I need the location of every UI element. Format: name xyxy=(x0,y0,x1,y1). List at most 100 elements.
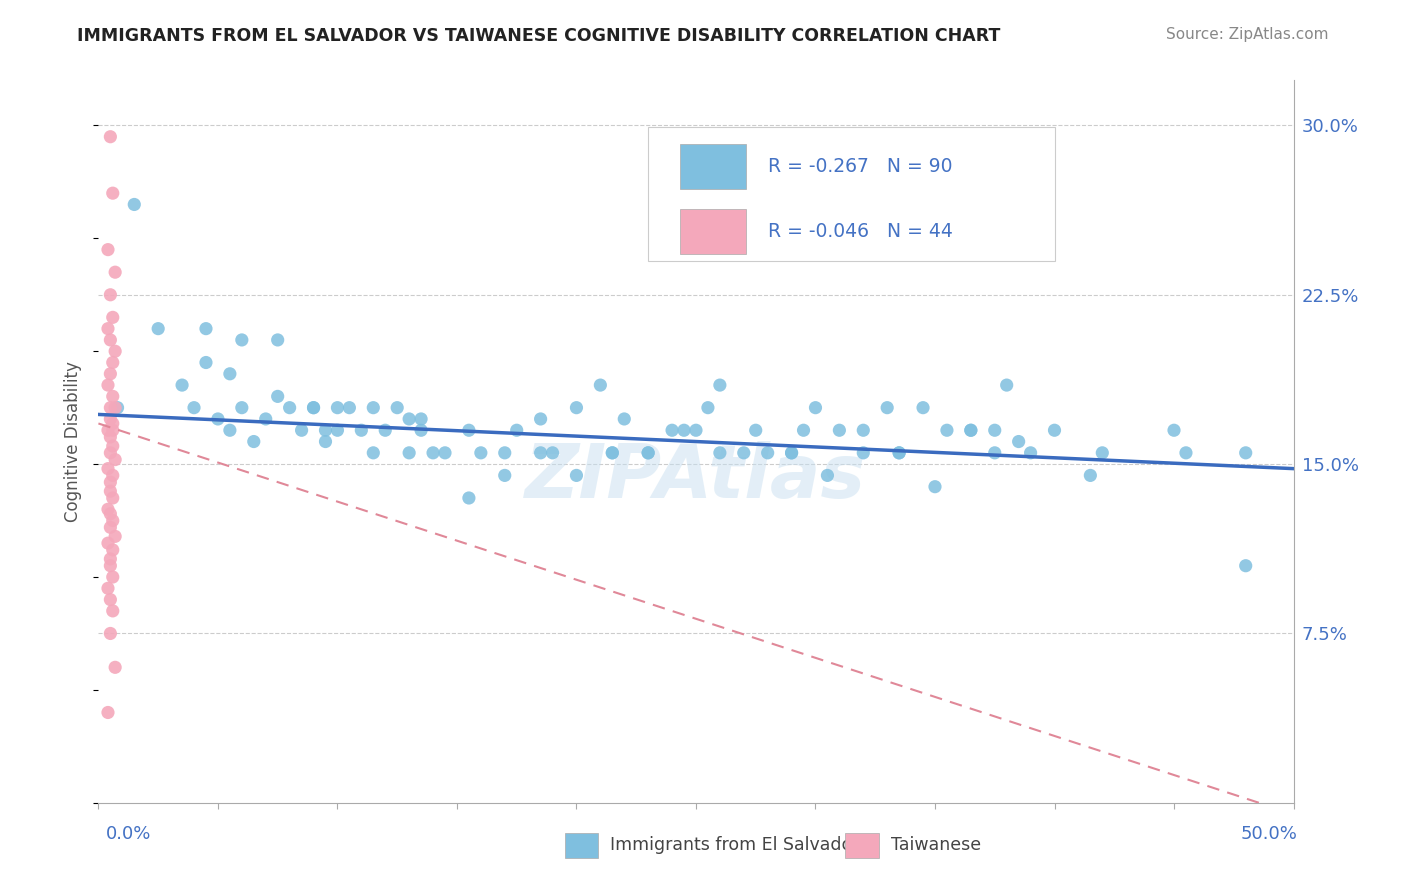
Point xyxy=(101,439,124,453)
Point xyxy=(315,434,337,449)
Point xyxy=(530,412,553,426)
Point xyxy=(219,367,242,381)
Point xyxy=(101,389,124,403)
Point xyxy=(101,468,124,483)
Point xyxy=(398,412,420,426)
Text: Immigrants from El Salvador: Immigrants from El Salvador xyxy=(610,837,859,855)
Point xyxy=(815,468,838,483)
Point xyxy=(231,333,253,347)
Point xyxy=(97,461,120,475)
Point xyxy=(98,558,122,573)
Point xyxy=(98,507,122,521)
Point xyxy=(98,592,122,607)
Point xyxy=(101,542,124,557)
Point xyxy=(98,367,122,381)
Point xyxy=(98,484,122,499)
Point xyxy=(1019,446,1042,460)
Point xyxy=(302,401,325,415)
Point xyxy=(889,446,911,460)
Point xyxy=(104,529,127,543)
Point xyxy=(494,468,516,483)
Point xyxy=(673,423,696,437)
FancyBboxPatch shape xyxy=(681,144,747,188)
Point xyxy=(530,446,553,460)
Point xyxy=(302,401,325,415)
Point xyxy=(995,378,1018,392)
Point xyxy=(936,423,959,437)
Point xyxy=(97,706,120,720)
Point xyxy=(733,446,755,460)
Point xyxy=(804,401,827,415)
Point xyxy=(97,423,120,437)
Point xyxy=(1234,558,1257,573)
Point xyxy=(363,401,385,415)
Point xyxy=(231,401,253,415)
Text: IMMIGRANTS FROM EL SALVADOR VS TAIWANESE COGNITIVE DISABILITY CORRELATION CHART: IMMIGRANTS FROM EL SALVADOR VS TAIWANESE… xyxy=(77,27,1001,45)
Point xyxy=(101,570,124,584)
Point xyxy=(458,491,481,505)
Point xyxy=(984,423,1007,437)
FancyBboxPatch shape xyxy=(565,833,598,858)
Point xyxy=(104,344,127,359)
Text: 0.0%: 0.0% xyxy=(105,825,150,843)
Point xyxy=(98,520,122,534)
Point xyxy=(494,446,516,460)
Point xyxy=(756,446,779,460)
Point xyxy=(101,310,124,325)
Point xyxy=(98,412,122,426)
Point xyxy=(124,197,146,211)
Point xyxy=(104,452,127,467)
Point xyxy=(326,401,349,415)
Point xyxy=(661,423,683,437)
Point xyxy=(183,401,205,415)
Point xyxy=(97,502,120,516)
Point xyxy=(148,321,170,335)
Point xyxy=(602,446,624,460)
Point xyxy=(267,333,290,347)
Point xyxy=(745,423,768,437)
Point xyxy=(685,423,707,437)
Point xyxy=(98,430,122,444)
Point xyxy=(984,446,1007,460)
Point xyxy=(98,475,122,490)
Point xyxy=(924,480,946,494)
Point xyxy=(97,321,120,335)
FancyBboxPatch shape xyxy=(681,209,747,253)
Point xyxy=(709,378,731,392)
Point xyxy=(889,446,911,460)
Point xyxy=(1080,468,1102,483)
Point xyxy=(876,401,898,415)
Point xyxy=(385,401,409,415)
Point xyxy=(97,536,120,550)
Point xyxy=(374,423,396,437)
Point xyxy=(506,423,529,437)
Point xyxy=(97,243,120,257)
Point xyxy=(780,446,803,460)
Text: ZIPAtlas: ZIPAtlas xyxy=(526,442,866,514)
Point xyxy=(104,401,127,415)
Point xyxy=(101,423,124,437)
Point xyxy=(101,355,124,369)
Point xyxy=(470,446,492,460)
Point xyxy=(1008,434,1031,449)
Point xyxy=(267,389,290,403)
Point xyxy=(637,446,659,460)
Point xyxy=(101,186,124,201)
Point xyxy=(793,423,815,437)
Point xyxy=(243,434,266,449)
Point xyxy=(219,423,242,437)
Point xyxy=(637,446,659,460)
Point xyxy=(97,378,120,392)
Point xyxy=(195,355,218,369)
Point xyxy=(1043,423,1066,437)
Point xyxy=(101,604,124,618)
Point xyxy=(98,626,122,640)
Point xyxy=(98,333,122,347)
Text: 50.0%: 50.0% xyxy=(1241,825,1298,843)
Point xyxy=(363,446,385,460)
Point xyxy=(98,446,122,460)
Point xyxy=(565,468,588,483)
Point xyxy=(291,423,314,437)
Point xyxy=(98,552,122,566)
Point xyxy=(101,491,124,505)
